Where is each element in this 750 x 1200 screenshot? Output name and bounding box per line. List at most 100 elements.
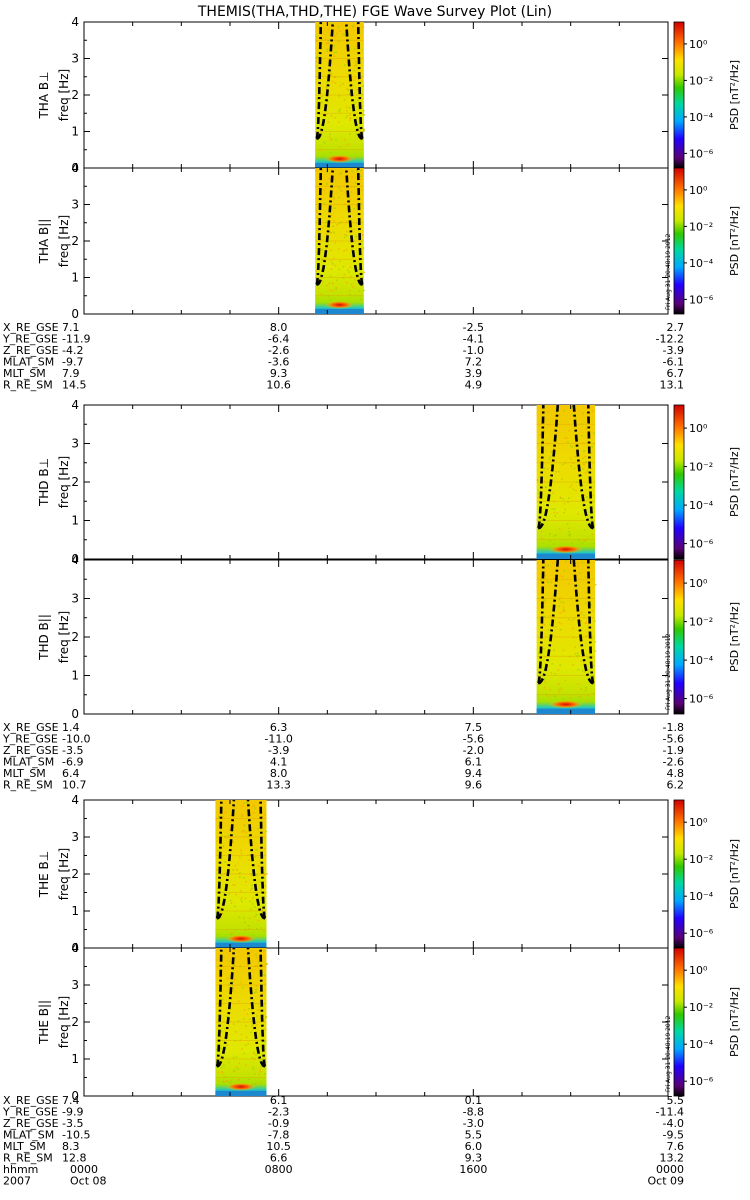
spectrogram-pixel — [340, 172, 342, 174]
spectrogram-pixel — [360, 189, 363, 191]
spectrogram-pixel — [358, 33, 361, 35]
spectrogram-pixel — [335, 138, 337, 141]
spectrogram-pixel — [542, 457, 545, 460]
spectrogram-pixel — [578, 696, 580, 698]
ephemeris-value: 7.4 — [62, 1094, 80, 1107]
spectrogram-pixel — [227, 1061, 230, 1064]
spectrogram-pixel — [332, 225, 335, 228]
spectrogram-pixel — [331, 80, 334, 83]
y-tick-label: 2 — [71, 234, 79, 248]
spectrogram-pixel — [363, 271, 366, 274]
spectrogram-pixel — [580, 474, 583, 477]
cyclotron-curve — [215, 799, 223, 920]
spectrogram-pixel — [264, 1028, 267, 1031]
spectrogram-pixel — [353, 228, 355, 231]
spectrogram-pixel — [256, 1015, 258, 1017]
panel-ylabel: THE B⊥ — [37, 851, 51, 898]
panel-frame — [83, 167, 669, 315]
spectrogram-pixel — [555, 411, 557, 413]
spectrogram-pixel — [231, 981, 233, 983]
spectrogram-pixel — [356, 117, 358, 119]
spectrogram-pixel — [251, 1066, 254, 1069]
y-tick-label: 4 — [71, 398, 79, 412]
spectrogram-pixel — [360, 271, 363, 274]
spectrogram-pixel — [574, 437, 576, 440]
spectrogram-pixel — [217, 815, 220, 818]
spectrogram-pixel — [219, 907, 222, 909]
spectrogram-pixel — [568, 535, 571, 537]
spectrogram-pixel — [359, 202, 362, 205]
colorbar-scale — [673, 21, 685, 169]
spectrogram-pixel — [584, 671, 586, 673]
ephemeris-value: -3.6 — [268, 356, 289, 369]
spectrogram-pixel — [232, 990, 234, 993]
spectrogram-pixel — [227, 1080, 229, 1082]
spectrogram-pixel — [247, 802, 249, 804]
cyclotron-curve — [537, 404, 560, 530]
y-tick-label: 0 — [71, 552, 79, 566]
spectrogram-pixel — [540, 678, 542, 680]
ephemeris-the: X_RE_GSE 7.4 6.1 0.1 5.5 Y_RE_GSE -9.9 -2.3 -8.8… — [2, 1094, 684, 1188]
spectrogram-pixel — [338, 109, 340, 112]
cyclotron-curve — [537, 559, 560, 685]
spectrogram-pixel — [583, 494, 586, 497]
spectrogram-pixel — [591, 518, 593, 520]
spectrogram-pixel — [543, 678, 546, 681]
spectrogram-pixel — [587, 623, 590, 625]
spectrogram-pixel — [346, 88, 349, 90]
spectrogram-pixel — [551, 562, 554, 564]
ephemeris-row-label: MLT_SM — [3, 367, 46, 380]
ephemeris-value: -1.0 — [463, 344, 484, 357]
cyclotron-curve — [356, 21, 364, 140]
spectrogram-pixel — [347, 89, 350, 91]
spectrogram-pixel — [217, 935, 220, 938]
spectrogram-pixel — [543, 467, 546, 470]
spectrogram-pixel — [259, 881, 261, 883]
spectrogram-pixel — [248, 917, 251, 920]
ephemeris-value: 9.3 — [465, 1152, 483, 1165]
spectrogram-pixel — [583, 539, 586, 541]
spectrogram-pixel — [255, 985, 258, 987]
spectrogram-pixel — [235, 1066, 238, 1068]
spectrogram-pixel — [355, 235, 357, 238]
spectrogram-pixel — [360, 175, 362, 177]
spectrogram-pixel — [351, 170, 353, 173]
spectrogram-pixel — [573, 467, 576, 470]
ephemeris-row-label: Y_RE_GSE — [2, 333, 58, 346]
spectrogram-pixel — [226, 1044, 229, 1047]
spectrogram-pixel — [355, 45, 357, 47]
spectrogram-pixel — [327, 28, 330, 31]
cyclotron-curve — [572, 404, 594, 530]
spectrogram-pixel — [223, 872, 226, 875]
spectrogram-pixel — [356, 195, 359, 198]
spectrogram-pixel — [357, 99, 359, 102]
spectrogram-pixel — [325, 284, 328, 287]
ephemeris-row-label: Z_RE_GSE — [3, 744, 59, 757]
spectrogram-lowband — [536, 708, 595, 714]
spectrogram-pixel — [336, 224, 339, 226]
spectrogram-pixel — [263, 949, 265, 952]
spectrogram-pixel — [583, 662, 585, 664]
spectrogram-pixel — [354, 77, 356, 80]
spectrogram-pixel — [350, 191, 353, 193]
spectrogram-pixel — [544, 615, 546, 618]
spectrogram-pixel — [351, 176, 354, 179]
spectrogram-pixel — [541, 439, 544, 441]
spectrogram-pixel — [338, 95, 340, 97]
spectrogram-pixel — [585, 461, 587, 463]
cyclotron-curve — [344, 167, 364, 287]
spectrogram-pixel — [315, 168, 318, 170]
spectrogram-pixel — [566, 523, 569, 525]
spectrogram-pixel — [247, 835, 250, 838]
spectrogram-pixel — [580, 499, 583, 502]
spectrogram-pixel — [349, 119, 351, 121]
spectrogram-pixel — [260, 818, 263, 820]
spectrogram-peak — [324, 154, 355, 163]
spectrogram-pixel — [258, 865, 260, 868]
spectrogram-pixel — [253, 992, 256, 994]
spectrogram-pixel — [543, 686, 546, 689]
spectrogram-pixel — [349, 107, 351, 109]
ephemeris-value: -11.0 — [264, 733, 292, 746]
spectrogram-pixel — [559, 689, 561, 691]
spectrogram-pixel — [362, 26, 365, 28]
